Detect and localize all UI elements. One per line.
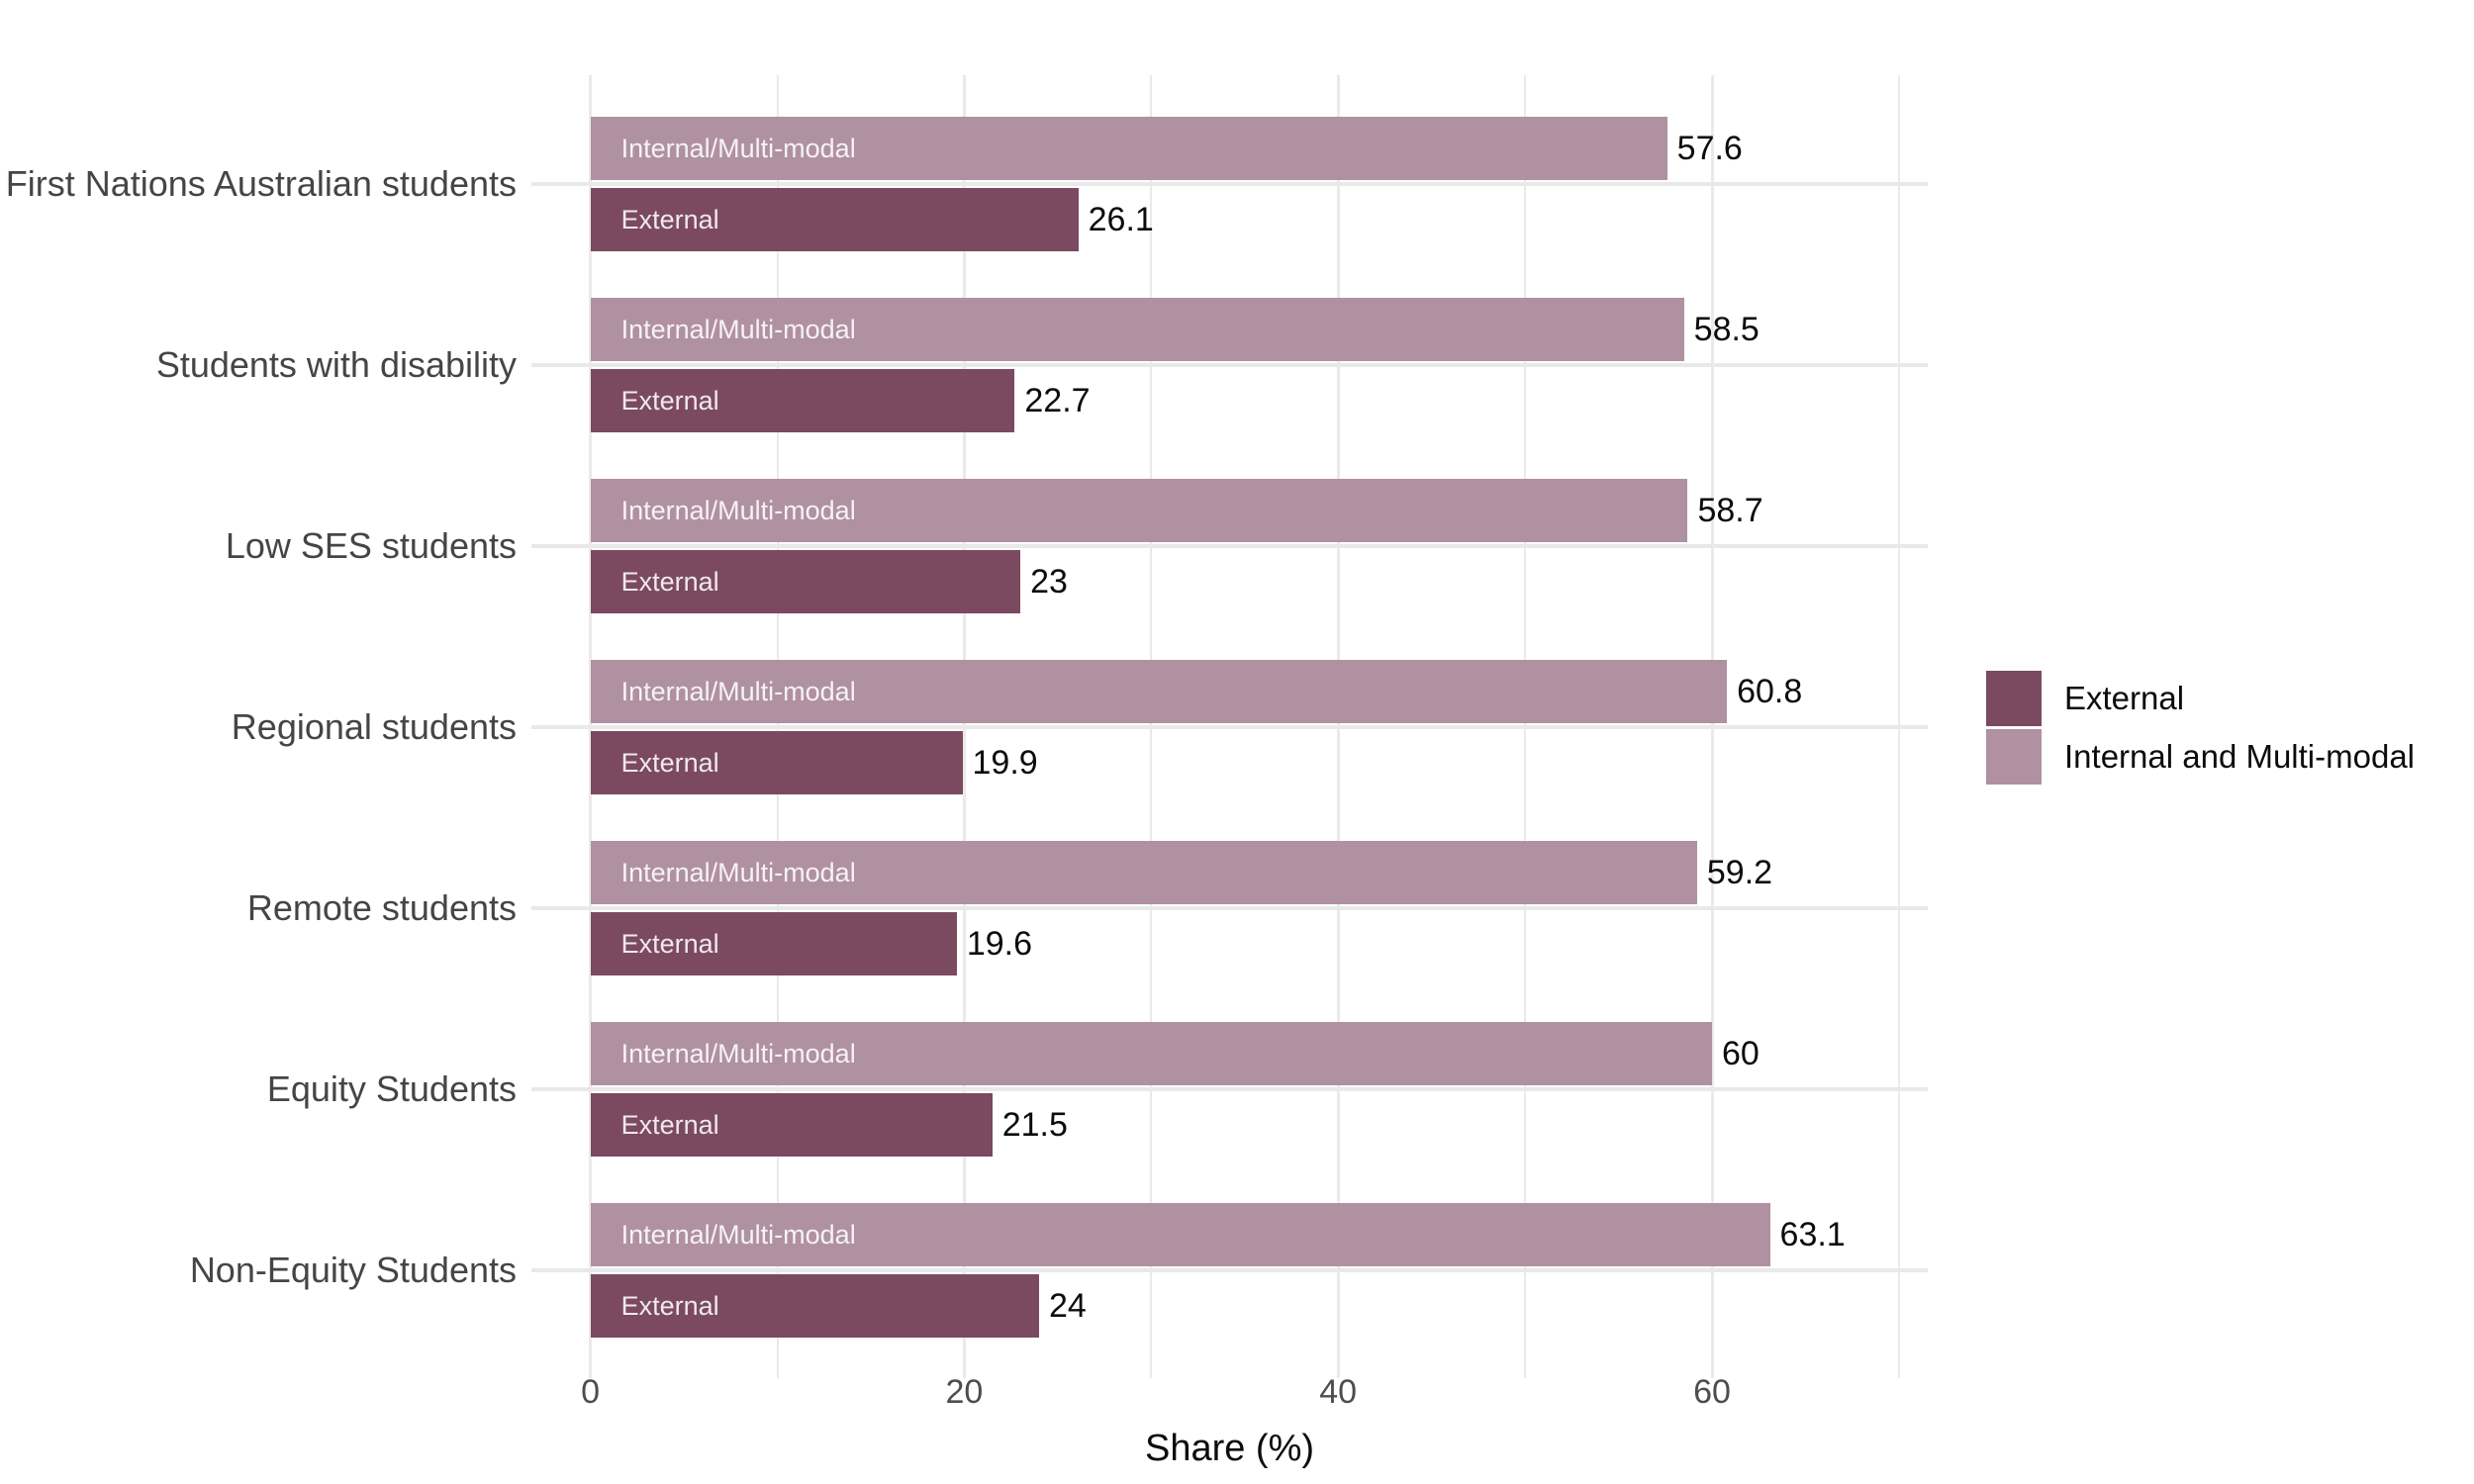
bar-external-2 bbox=[590, 550, 1021, 613]
bar-inner-label: External bbox=[620, 928, 719, 959]
bar-inner-label: Internal/Multi-modal bbox=[620, 676, 856, 706]
bar-value-label: 60 bbox=[1722, 1034, 1760, 1072]
gridline-horizontal-0 bbox=[531, 182, 1928, 186]
legend: External Internal and Multi-modal bbox=[1986, 671, 2415, 788]
bar-inner-label: External bbox=[620, 204, 719, 234]
category-label-5: Equity Students bbox=[266, 1068, 517, 1109]
bar-inner-label: Internal/Multi-modal bbox=[620, 1038, 856, 1068]
bar-internal-multimodal-2 bbox=[590, 479, 1688, 542]
category-label-6: Non-Equity Students bbox=[189, 1250, 517, 1290]
bar-inner-label: Internal/Multi-modal bbox=[620, 857, 856, 887]
bar-value-label: 58.5 bbox=[1693, 310, 1760, 348]
bar-inner-label: External bbox=[620, 747, 719, 778]
category-label-0: First Nations Australian students bbox=[5, 163, 517, 204]
bar-value-label: 21.5 bbox=[1001, 1105, 1068, 1144]
category-label-1: Students with disability bbox=[155, 344, 517, 385]
bar-value-label: 22.7 bbox=[1024, 381, 1091, 419]
bar-inner-label: External bbox=[620, 566, 719, 597]
bar-value-label: 19.6 bbox=[966, 924, 1033, 963]
bar-external-0 bbox=[590, 188, 1079, 251]
bar-internal-multimodal-5 bbox=[590, 1022, 1712, 1085]
bar-internal-multimodal-6 bbox=[590, 1203, 1770, 1266]
bar-value-label: 26.1 bbox=[1088, 200, 1154, 238]
x-tick-label-20: 20 bbox=[945, 1373, 984, 1411]
bar-value-label: 23 bbox=[1030, 562, 1068, 601]
bar-inner-label: Internal/Multi-modal bbox=[620, 314, 856, 344]
legend-label-internal-multimodal: Internal and Multi-modal bbox=[2064, 738, 2416, 775]
gridline-horizontal-3 bbox=[531, 725, 1928, 729]
bar-inner-label: Internal/Multi-modal bbox=[620, 133, 856, 163]
bar-external-3 bbox=[590, 731, 963, 794]
legend-swatch-internal-multimodal bbox=[1986, 729, 2042, 785]
bar-internal-multimodal-4 bbox=[590, 841, 1697, 904]
gridline-horizontal-1 bbox=[531, 363, 1928, 367]
bar-value-label: 24 bbox=[1048, 1286, 1087, 1325]
plot-panel: Internal/Multi-modal 57.6 External 26.1 Inte… bbox=[531, 75, 1928, 1378]
bar-external-5 bbox=[590, 1093, 993, 1157]
legend-entry-external: External bbox=[1986, 671, 2415, 726]
bar-internal-multimodal-3 bbox=[590, 660, 1728, 723]
bar-inner-label: External bbox=[620, 385, 719, 416]
gridline-horizontal-6 bbox=[531, 1268, 1928, 1272]
bar-value-label: 60.8 bbox=[1737, 672, 1803, 710]
bar-value-label: 57.6 bbox=[1676, 129, 1743, 167]
bar-value-label: 19.9 bbox=[972, 743, 1038, 782]
bar-value-label: 59.2 bbox=[1706, 853, 1773, 891]
bar-value-label: 58.7 bbox=[1697, 491, 1763, 529]
gridline-horizontal-2 bbox=[531, 544, 1928, 548]
legend-label-external: External bbox=[2064, 680, 2185, 716]
category-label-4: Remote students bbox=[246, 887, 517, 928]
bar-inner-label: External bbox=[620, 1109, 719, 1140]
bar-inner-label: Internal/Multi-modal bbox=[620, 495, 856, 525]
bar-external-1 bbox=[590, 369, 1015, 432]
category-label-2: Low SES students bbox=[225, 525, 517, 566]
bar-external-4 bbox=[590, 912, 957, 975]
bar-inner-label: Internal/Multi-modal bbox=[620, 1219, 856, 1250]
gridline-horizontal-4 bbox=[531, 906, 1928, 910]
category-label-3: Regional students bbox=[231, 706, 517, 747]
x-tick-label-60: 60 bbox=[1693, 1373, 1731, 1411]
gridline-horizontal-5 bbox=[531, 1087, 1928, 1091]
x-tick-label-40: 40 bbox=[1319, 1373, 1358, 1411]
bar-inner-label: External bbox=[620, 1290, 719, 1321]
legend-swatch-external bbox=[1986, 671, 2042, 726]
x-axis-title: Share (%) bbox=[1144, 1428, 1315, 1469]
legend-entry-internal-multimodal: Internal and Multi-modal bbox=[1986, 729, 2415, 785]
bar-internal-multimodal-1 bbox=[590, 298, 1684, 361]
x-tick-label-0: 0 bbox=[581, 1373, 601, 1411]
bar-internal-multimodal-0 bbox=[590, 117, 1667, 180]
bar-value-label: 63.1 bbox=[1779, 1215, 1846, 1253]
bar-external-6 bbox=[590, 1274, 1039, 1338]
